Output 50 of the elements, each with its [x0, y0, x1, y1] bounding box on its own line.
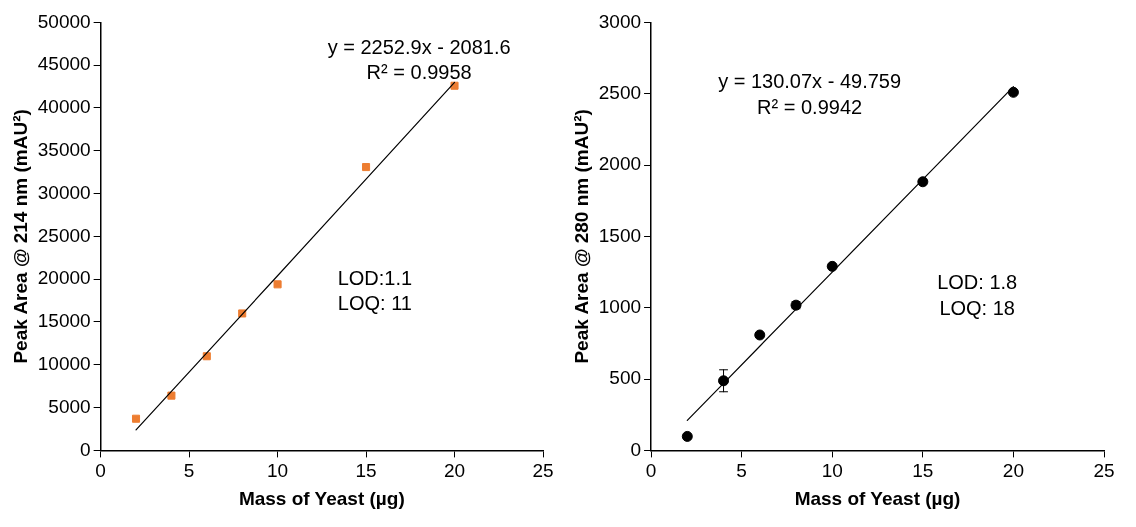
x-axis-title: Mass of Yeast (µg): [794, 487, 961, 509]
annotation: LOD: 1.8: [937, 271, 1018, 293]
point: [754, 329, 766, 341]
point: [167, 391, 176, 400]
y-tick-label: 15000: [37, 310, 91, 332]
y-tick-label: 45000: [37, 53, 91, 75]
x-tick-label: 5: [183, 460, 195, 482]
y-tick-label: 25000: [37, 224, 91, 246]
annotation: y = 130.07x - 49.759: [718, 69, 902, 92]
x-tick-label: 0: [645, 460, 657, 482]
y-tick-label: 500: [609, 367, 642, 389]
y-tick-label: 35000: [37, 139, 91, 161]
y-tick-label: 3000: [598, 10, 642, 32]
annotation: y = 2252.9x - 2081.6: [327, 35, 511, 58]
y-tick-label: 2000: [598, 153, 642, 175]
y-tick-label: 10000: [37, 353, 91, 375]
x-tick-label: 0: [95, 460, 106, 482]
annotation: LOQ: 11: [337, 292, 412, 315]
annotation: R² = 0.9942: [757, 95, 863, 118]
annotation: LOQ: 18: [939, 296, 1015, 319]
x-tick-label: 25: [532, 460, 554, 482]
x-tick-label: 15: [912, 460, 934, 482]
point: [681, 430, 693, 442]
y-tick-label: 30000: [37, 181, 91, 203]
y-tick-label: 1500: [598, 224, 642, 246]
point: [131, 414, 141, 423]
x-tick-label: 10: [267, 460, 289, 482]
y-axis-title: Peak Area @ 280 nm (mAU²): [570, 109, 592, 364]
y-tick-label: 5000: [48, 395, 91, 417]
x-axis-title: Mass of Yeast (µg): [238, 487, 405, 509]
x-tick-label: 10: [821, 460, 843, 482]
y-axis-title: Peak Area @ 214 nm (mAU²): [9, 109, 31, 364]
x-tick-label: 15: [355, 460, 377, 482]
y-tick-label: 40000: [37, 96, 91, 118]
x-tick-label: 25: [1093, 460, 1115, 482]
point: [273, 280, 282, 289]
x-tick-label: 5: [736, 460, 747, 482]
y-tick-label: 0: [80, 438, 91, 460]
point: [826, 260, 838, 272]
point: [1007, 86, 1019, 98]
y-tick-label: 20000: [37, 267, 91, 289]
x-tick-label: 20: [443, 460, 466, 482]
y-tick-label: 2500: [598, 81, 642, 103]
y-tick-label: 1000: [598, 295, 642, 317]
point: [362, 163, 371, 172]
y-tick-label: 0: [630, 438, 642, 460]
x-tick-label: 20: [1002, 460, 1024, 482]
annotation: R² = 0.9958: [366, 61, 472, 84]
y-tick-label: 50000: [37, 10, 91, 32]
annotation: LOD:1.1: [337, 266, 413, 289]
